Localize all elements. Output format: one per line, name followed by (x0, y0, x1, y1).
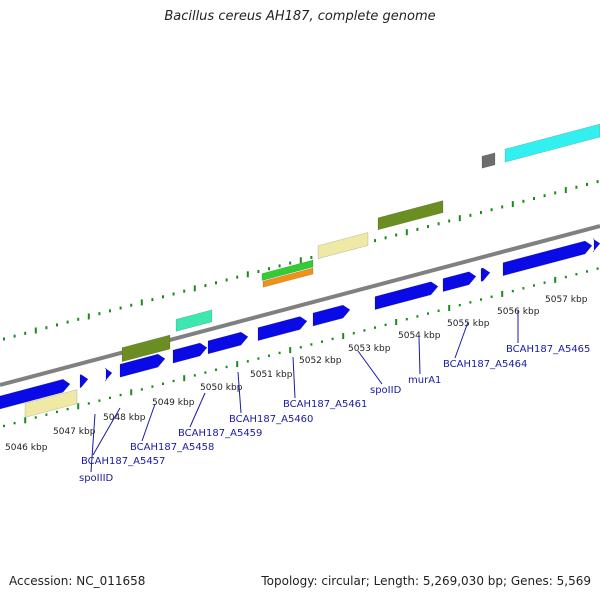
gene-leader-line (141, 403, 156, 442)
gene-label: BCAH187_A5461 (283, 399, 367, 410)
kbp-label: 5052 kbp (299, 356, 342, 366)
olive-feature (377, 200, 444, 231)
kbp-label: 5047 kbp (53, 427, 96, 437)
aqua-feature (175, 309, 213, 332)
map-title: Bacillus cereus AH187, complete genome (164, 9, 436, 24)
kbp-label: 5046 kbp (5, 443, 48, 453)
kbp-label: 5057 kbp (545, 295, 588, 305)
gene-leader-line (92, 407, 121, 456)
gene-label: BCAH187_A5465 (506, 344, 590, 355)
khaki-feature (317, 232, 369, 260)
kbp-label: 5054 kbp (398, 331, 441, 341)
cds-arrow (502, 240, 593, 277)
gene-label: BCAH187_A5464 (443, 359, 527, 370)
gene-label: spoIIID (79, 473, 114, 484)
gray-feature (481, 152, 496, 169)
cds-arrow (592, 238, 600, 253)
cds-arrow (480, 267, 491, 282)
cds-arrow (172, 342, 208, 364)
accession-text: Accession: NC_011658 (9, 574, 146, 588)
gene-leader-line (357, 350, 383, 385)
gene-label: BCAH187_A5460 (229, 414, 313, 425)
backbone-line (0, 224, 600, 387)
gene-label: murA1 (408, 375, 441, 386)
gene-label: BCAH187_A5458 (130, 442, 214, 453)
cyan-feature (504, 123, 600, 163)
genome-summary-text: Topology: circular; Length: 5,269,030 bp… (261, 574, 591, 588)
cds-arrow (257, 316, 308, 341)
gene-leader-line (237, 371, 242, 414)
cds-arrow (79, 374, 89, 389)
cds-arrow (104, 367, 113, 382)
kbp-label: 5051 kbp (250, 370, 293, 380)
gene-leader-line (90, 413, 96, 473)
gene-leader-line (292, 356, 296, 399)
green-feature (261, 259, 314, 281)
kbp-label: 5053 kbp (348, 344, 391, 354)
gene-label: spoIID (370, 385, 402, 396)
cds-arrow (312, 304, 351, 327)
kbp-label: 5050 kbp (200, 383, 243, 393)
olive-feature (121, 334, 171, 362)
cds-arrow (374, 281, 439, 310)
gene-label: BCAH187_A5459 (178, 428, 262, 439)
khaki-feature (24, 389, 78, 418)
kbp-label: 5055 kbp (447, 319, 490, 329)
gene-leader-line (418, 336, 421, 375)
kbp-label: 5048 kbp (103, 413, 146, 423)
cds-arrow (0, 379, 71, 410)
gene-label: BCAH187_A5457 (81, 456, 165, 467)
cds-arrow (442, 271, 477, 292)
gene-leader-line (454, 321, 469, 359)
cds-arrow (207, 331, 249, 355)
kbp-label: 5049 kbp (152, 398, 195, 408)
gene-leader-line (189, 392, 206, 428)
orange-feature (262, 267, 314, 288)
cds-arrow (119, 353, 166, 378)
